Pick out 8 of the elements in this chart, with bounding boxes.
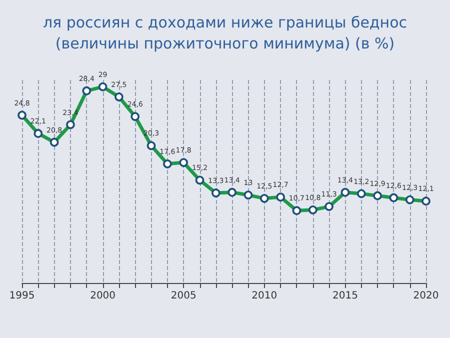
x-tick-label: 2000 bbox=[90, 290, 116, 302]
x-tick-label: 2005 bbox=[170, 290, 196, 302]
chart-subtitle: (величины прожиточного минимума) (в %) bbox=[55, 34, 395, 52]
x-tick-label: 1995 bbox=[9, 290, 35, 302]
x-tick-label: 2010 bbox=[252, 290, 278, 302]
chart-title: ля россиян с доходами ниже границы беднос bbox=[42, 14, 408, 32]
x-tick-label: 2020 bbox=[413, 290, 439, 302]
x-tick-label: 2015 bbox=[332, 290, 358, 302]
